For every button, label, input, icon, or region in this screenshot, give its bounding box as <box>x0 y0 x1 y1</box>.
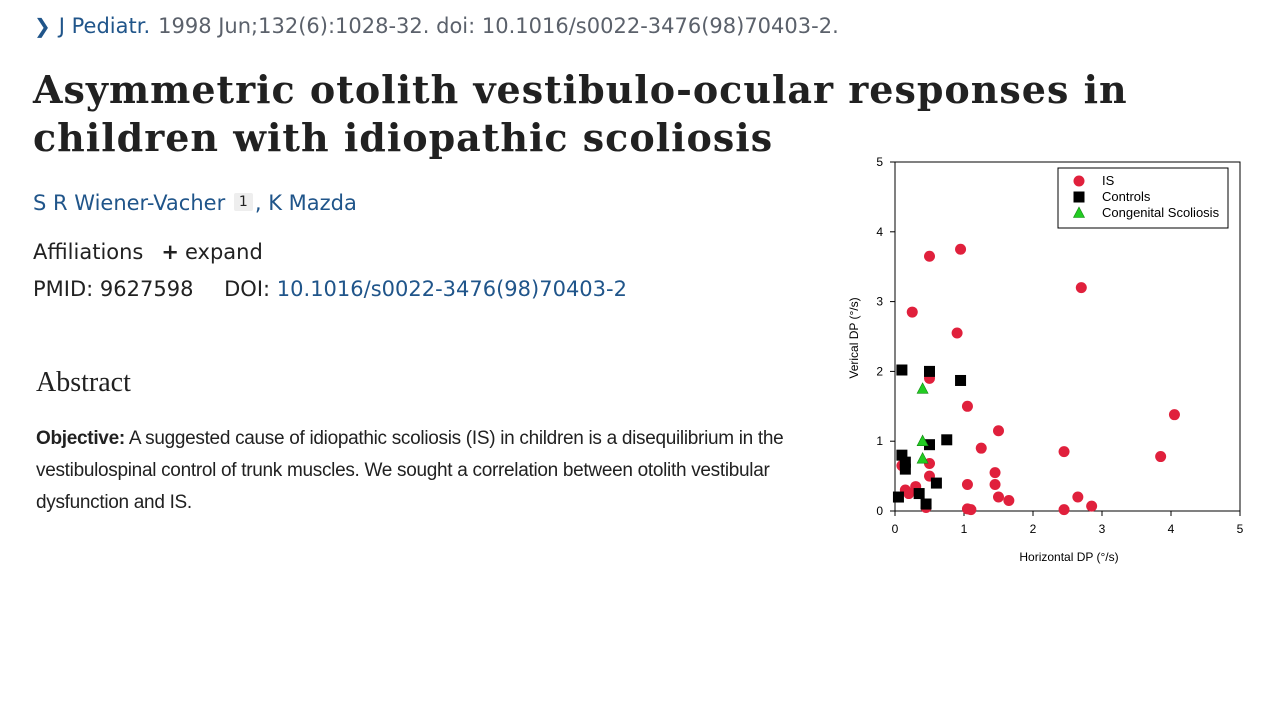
data-point-circle <box>1058 446 1070 458</box>
x-tick-label: 2 <box>1030 522 1037 536</box>
y-tick-label: 1 <box>876 434 883 448</box>
identifiers-row: PMID: 9627598 DOI: 10.1016/s0022-3476(98… <box>33 277 627 301</box>
affiliations-label: Affiliations <box>33 240 144 264</box>
data-point-square <box>899 463 911 475</box>
expand-button[interactable]: expand <box>184 240 263 264</box>
data-point-square <box>955 374 967 386</box>
legend-box <box>1057 167 1229 229</box>
data-point-square <box>930 477 942 489</box>
objective-label: Objective: <box>36 428 125 449</box>
y-tick-label: 0 <box>876 504 883 518</box>
legend-marker-square <box>1073 191 1085 203</box>
y-tick-label: 5 <box>876 155 883 169</box>
data-point-square <box>899 456 911 468</box>
data-point-square <box>941 434 953 446</box>
data-point-circle <box>965 504 977 516</box>
journal-link[interactable]: J Pediatr. <box>58 14 151 38</box>
legend-marker-triangle <box>1073 206 1085 218</box>
data-point-square <box>920 498 932 510</box>
data-point-triangle <box>916 452 929 464</box>
axis-ticks: 0 1 2 3 4 5 0 1 2 3 4 5 <box>876 155 1243 536</box>
data-point-circle <box>993 425 1004 437</box>
data-point-triangle <box>916 434 929 447</box>
y-tick-label: 3 <box>876 295 883 309</box>
data-point-circle <box>1072 491 1084 503</box>
legend-label: IS <box>1102 173 1115 188</box>
data-point-circle <box>1058 504 1070 516</box>
citation-line: ❯ J Pediatr. 1998 Jun;132(6):1028-32. doi:… <box>34 14 839 38</box>
affiliation-ref-button[interactable]: 1 <box>233 193 253 211</box>
data-point-circle <box>989 467 1001 479</box>
data-point-square <box>924 439 935 451</box>
y-tick-label: 4 <box>876 225 883 239</box>
doi-link[interactable]: 10.1016/s0022-3476(98)70403-2 <box>276 277 627 301</box>
plus-icon[interactable]: + <box>161 240 179 264</box>
x-tick-label: 0 <box>892 522 899 536</box>
article-title: Asymmetric otolith vestibulo-ocular resp… <box>33 67 1128 160</box>
data-points <box>892 243 1180 516</box>
author-link[interactable]: S R Wiener-Vacher <box>33 191 226 215</box>
author-separator: , <box>254 191 262 215</box>
author-list: S R Wiener-Vacher 1, K Mazda <box>33 191 357 215</box>
abstract-heading: Abstract <box>36 367 131 398</box>
data-point-circle <box>993 491 1004 503</box>
data-point-circle <box>1003 495 1015 507</box>
data-point-circle <box>989 478 1001 490</box>
data-point-square <box>913 488 925 500</box>
x-tick-label: 4 <box>1168 522 1175 536</box>
data-point-square <box>892 491 904 503</box>
data-point-circle <box>961 478 973 490</box>
x-tick-label: 5 <box>1237 522 1244 536</box>
objective-text: A suggested cause of idiopathic scoliosi… <box>36 428 784 513</box>
data-point-circle <box>961 400 973 412</box>
x-axis-label: Horizontal DP (°/s) <box>1019 550 1118 564</box>
x-tick-label: 1 <box>961 522 968 536</box>
x-tick-label: 3 <box>1099 522 1106 536</box>
chevron-right-icon[interactable]: ❯ <box>34 14 51 38</box>
data-point-circle <box>906 306 918 318</box>
doi-label: DOI: <box>224 277 271 301</box>
data-point-circle <box>955 243 967 255</box>
data-point-circle <box>924 250 935 262</box>
legend-marker-circle <box>1073 175 1085 187</box>
pmid-value: 9627598 <box>99 277 194 301</box>
data-point-circle <box>951 327 963 339</box>
pmid-label: PMID: <box>33 277 94 301</box>
legend-label: Congenital Scoliosis <box>1102 205 1220 220</box>
data-point-square <box>896 449 908 461</box>
data-point-triangle <box>916 382 929 394</box>
data-point-circle <box>1168 409 1180 421</box>
affiliations-row: Affiliations + expand <box>33 240 263 264</box>
data-point-square <box>896 364 908 376</box>
citation-details: 1998 Jun;132(6):1028-32. doi: 10.1016/s0… <box>158 14 839 38</box>
abstract-paragraph: Objective: A suggested cause of idiopath… <box>36 423 836 519</box>
author-link[interactable]: K Mazda <box>268 191 357 215</box>
data-point-circle <box>1155 451 1167 463</box>
y-axis-label: Verical DP (°/s) <box>847 297 861 378</box>
data-point-square <box>924 365 935 377</box>
legend-label: Controls <box>1102 189 1151 204</box>
data-point-circle <box>975 442 987 454</box>
y-tick-label: 2 <box>876 364 883 378</box>
data-point-circle <box>1086 500 1098 512</box>
data-point-circle <box>1075 282 1087 294</box>
